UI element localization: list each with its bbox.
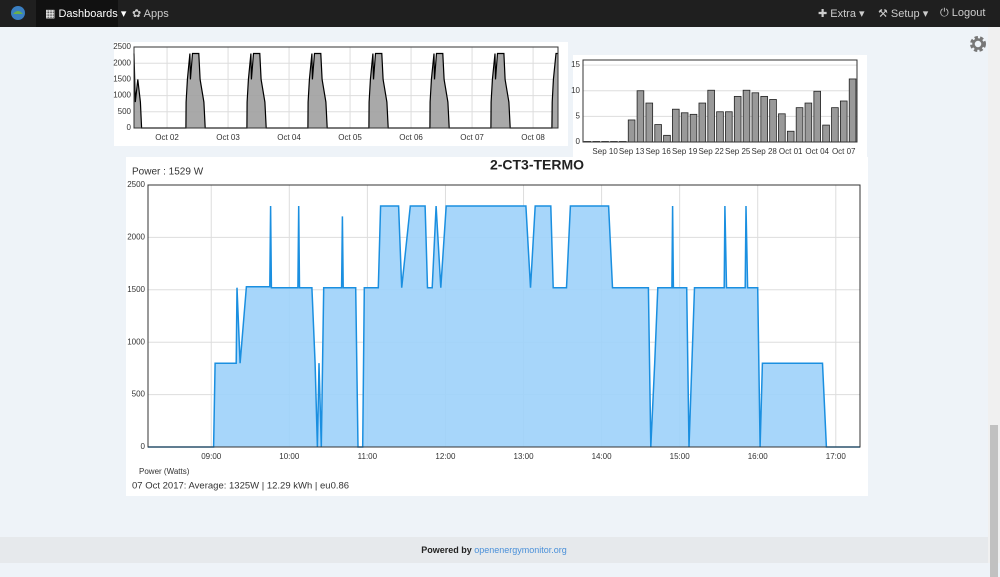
nav-text: Dashboards [58, 8, 118, 20]
chart-title: 2-CT3-TERMO [490, 157, 584, 173]
bar [698, 102, 707, 143]
x-tick-label: Oct 07 [460, 133, 484, 142]
bar [680, 112, 689, 143]
x-tick-label: Oct 03 [216, 133, 240, 142]
x-tick-label: Sep 19 [672, 147, 698, 156]
y-tick-label: 1000 [113, 91, 131, 100]
x-tick-label: Oct 01 [779, 147, 803, 156]
x-tick-label: Sep 28 [752, 147, 778, 156]
bar [716, 111, 724, 143]
bar [795, 107, 804, 143]
y-tick-label: 0 [576, 137, 581, 146]
bar [733, 95, 742, 143]
x-tick-label: Sep 13 [619, 147, 645, 156]
y-tick-label: 2500 [127, 180, 145, 189]
axis-label: Power (Watts) [139, 467, 190, 476]
y-tick-label: 10 [571, 86, 580, 95]
scroll-thumb[interactable] [990, 425, 998, 577]
nav-setup[interactable]: ⚒ Setup ▾ [878, 8, 929, 20]
nav-extra[interactable]: ✚ Extra ▾ [818, 8, 865, 20]
x-tick-label: 14:00 [592, 452, 613, 461]
bar [636, 90, 645, 143]
nav-logout[interactable]: ⏻ Logout [940, 7, 986, 19]
footer-text: Powered by [421, 545, 472, 555]
x-tick-label: 17:00 [826, 452, 847, 461]
plot-frame [147, 184, 861, 448]
y-tick-label: 500 [132, 390, 146, 399]
bar [707, 89, 715, 143]
nav-text: Logout [951, 7, 986, 19]
bar [689, 113, 698, 143]
y-tick-label: 2000 [127, 233, 145, 242]
bar [822, 124, 830, 143]
x-tick-label: 16:00 [748, 452, 769, 461]
caption: 07 Oct 2017: Average: 1325W | 12.29 kWh … [132, 481, 349, 492]
y-tick-label: 5 [576, 111, 581, 120]
navbar: ▦ Dashboards ▾ ✿ Apps ✚ Extra ▾ ⚒ Setup … [0, 0, 1000, 27]
nav-dashboards[interactable]: ▦ Dashboards ▾ [45, 8, 127, 20]
active-tab [36, 0, 118, 27]
nav-text: Setup [890, 8, 920, 20]
x-tick-label: Oct 07 [832, 147, 856, 156]
y-tick-label: 500 [118, 107, 132, 116]
bar [839, 100, 848, 143]
x-tick-label: Sep 22 [698, 147, 724, 156]
bar [751, 92, 760, 143]
x-tick-label: Oct 04 [277, 133, 301, 142]
x-tick-label: 10:00 [279, 452, 300, 461]
bar [725, 111, 733, 143]
scrollbar[interactable] [988, 27, 1000, 577]
line [148, 205, 860, 448]
y-tick-label: 1500 [113, 75, 131, 84]
bar [848, 78, 857, 143]
x-tick-label: Oct 05 [338, 133, 362, 142]
x-tick-label: 11:00 [358, 452, 378, 461]
x-tick-label: 09:00 [201, 452, 222, 461]
footer: Powered by openenergymonitor.org [0, 537, 988, 563]
bar [672, 108, 680, 143]
bar [760, 95, 768, 143]
bar [663, 134, 671, 143]
bar [627, 119, 636, 143]
settings-gear[interactable] [970, 36, 986, 52]
y-tick-label: 2500 [113, 42, 131, 51]
bar [778, 113, 786, 143]
bar [831, 107, 839, 143]
x-tick-label: 13:00 [514, 452, 535, 461]
y-tick-label: 0 [127, 123, 132, 132]
y-tick-label: 1000 [127, 337, 145, 346]
power-readout: Power : 1529 W [132, 167, 204, 178]
y-tick-label: 0 [141, 442, 146, 451]
x-tick-label: Oct 06 [399, 133, 423, 142]
x-tick-label: Sep 25 [725, 147, 751, 156]
plot-frame [582, 59, 858, 143]
y-tick-label: 1500 [127, 285, 145, 294]
bar [769, 99, 777, 143]
y-tick-label: 2000 [113, 58, 131, 67]
nav-text: Extra [830, 8, 856, 20]
x-tick-label: Sep 10 [592, 147, 618, 156]
x-tick-label: Oct 02 [155, 133, 179, 142]
nav-apps[interactable]: ✿ Apps [132, 8, 169, 20]
x-tick-label: 12:00 [435, 452, 456, 461]
y-tick-label: 15 [571, 60, 580, 69]
bar [804, 102, 813, 143]
x-tick-label: Oct 08 [521, 133, 545, 142]
footer-link[interactable]: openenergymonitor.org [474, 545, 567, 555]
plot-frame [133, 46, 559, 129]
bar [742, 89, 751, 143]
bar [654, 124, 662, 143]
x-tick-label: 15:00 [670, 452, 691, 461]
bar [786, 130, 795, 143]
area-fill [148, 206, 860, 447]
x-tick-label: Sep 16 [645, 147, 671, 156]
bar [813, 90, 821, 143]
logo[interactable] [10, 5, 26, 21]
nav-text: Apps [143, 8, 169, 20]
x-tick-label: Oct 04 [805, 147, 829, 156]
bar [645, 102, 654, 143]
